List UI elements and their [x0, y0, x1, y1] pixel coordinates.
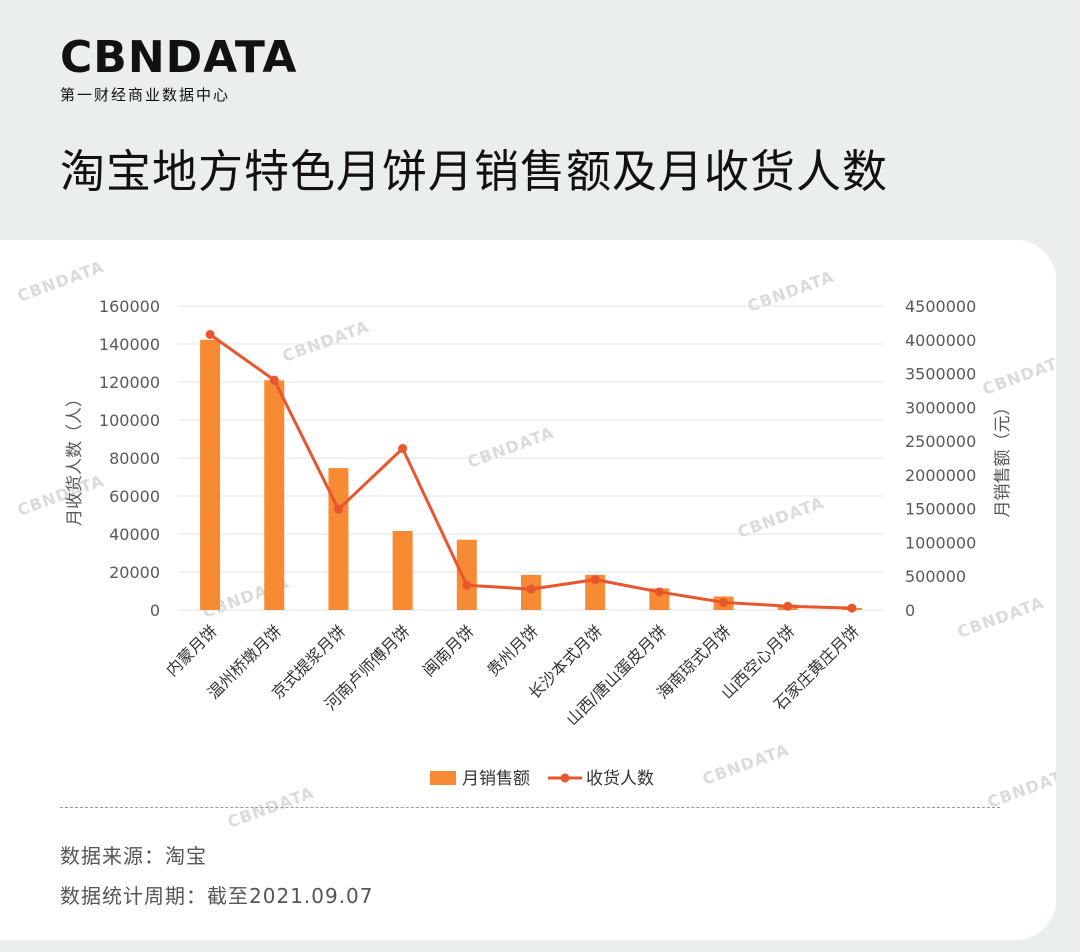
y-tick-label: 60000	[109, 487, 160, 506]
y2-tick-label: 2000000	[905, 466, 976, 485]
line-point-2	[269, 375, 279, 385]
y-tick-label: 80000	[109, 449, 160, 468]
page-title: 淘宝地方特色月饼月销售额及月收货人数	[60, 145, 889, 198]
x-tick-label: 内蒙月饼	[162, 621, 221, 680]
legend-label-bar: 月销售额	[462, 769, 530, 789]
source-note: 数据来源：淘宝	[60, 844, 207, 868]
line-point-4	[398, 444, 408, 453]
bar-1	[200, 339, 221, 610]
line-point-11	[847, 603, 857, 613]
logo-subtitle: 第一财经商业数据中心	[60, 86, 231, 104]
y-tick-label: 140000	[99, 335, 160, 354]
bar-2	[264, 380, 285, 610]
bar-5	[456, 539, 477, 610]
line-point-6	[526, 584, 536, 594]
line-point-3	[333, 504, 343, 514]
y2-tick-label: 500000	[905, 567, 966, 586]
line-point-1	[205, 330, 215, 339]
bar-4	[392, 530, 413, 610]
y-tick-label: 100000	[99, 411, 160, 430]
y2-tick-label: 0	[905, 601, 915, 620]
bar-7	[585, 574, 606, 610]
line-point-9	[719, 597, 729, 607]
y2-tick-label: 1500000	[905, 500, 976, 519]
x-tick-label: 闽南月饼	[419, 621, 478, 680]
y-tick-label: 0	[150, 601, 160, 620]
line-point-8	[654, 587, 664, 597]
watermark-text-8: CBNDATA	[955, 593, 1047, 642]
y2-tick-label: 3000000	[905, 398, 976, 417]
y2-tick-label: 2500000	[905, 432, 976, 451]
y-tick-label: 120000	[99, 373, 160, 392]
logo: CBNDATA 第一财经商业数据中心	[60, 36, 297, 105]
y2-tick-label: 1000000	[905, 533, 976, 552]
watermark-text-3: CBNDATA	[980, 350, 1056, 399]
chart: CBNDATA CBNDATA CBNDATA CBNDATA CBNDATA CBNDA…	[15, 257, 1056, 832]
legend-label-line: 收货人数	[586, 769, 654, 789]
watermark-text-0: CBNDATA	[15, 257, 107, 306]
y-tick-label: 40000	[109, 525, 160, 544]
y2-tick-label: 3500000	[905, 365, 976, 384]
y-axis-title: 月收货人数（人）	[65, 390, 85, 526]
line-point-7	[590, 575, 600, 585]
watermark-text-5: CBNDATA	[15, 471, 107, 520]
x-tick-label: 贵州月饼	[483, 621, 542, 680]
divider	[60, 807, 1000, 808]
watermark-text-10: CBNDATA	[985, 763, 1056, 812]
y2-tick-label: 4500000	[905, 297, 976, 316]
line-point-10	[783, 601, 793, 611]
watermark-text-4: CBNDATA	[465, 423, 557, 472]
watermark-text-1: CBNDATA	[280, 317, 372, 366]
logo-wordmark: CBNDATA	[60, 32, 298, 83]
watermark-text-2: CBNDATA	[745, 267, 837, 316]
chart-card: CBNDATA CBNDATA CBNDATA CBNDATA CBNDATA CBNDA…	[0, 240, 1056, 940]
y2-axis-title: 月销售额（元）	[993, 399, 1013, 518]
watermark-text-9: CBNDATA	[700, 740, 792, 789]
line-point-5	[462, 580, 472, 590]
legend-swatch-bar	[430, 771, 456, 785]
y-tick-label: 160000	[99, 297, 160, 316]
buyers-line	[209, 333, 852, 610]
period-note: 数据统计周期：截至2021.09.07	[60, 884, 374, 908]
bar-3	[328, 468, 349, 610]
y2-tick-label: 4000000	[905, 331, 976, 350]
legend-swatch-marker	[560, 773, 570, 783]
y-tick-label: 20000	[109, 563, 160, 582]
